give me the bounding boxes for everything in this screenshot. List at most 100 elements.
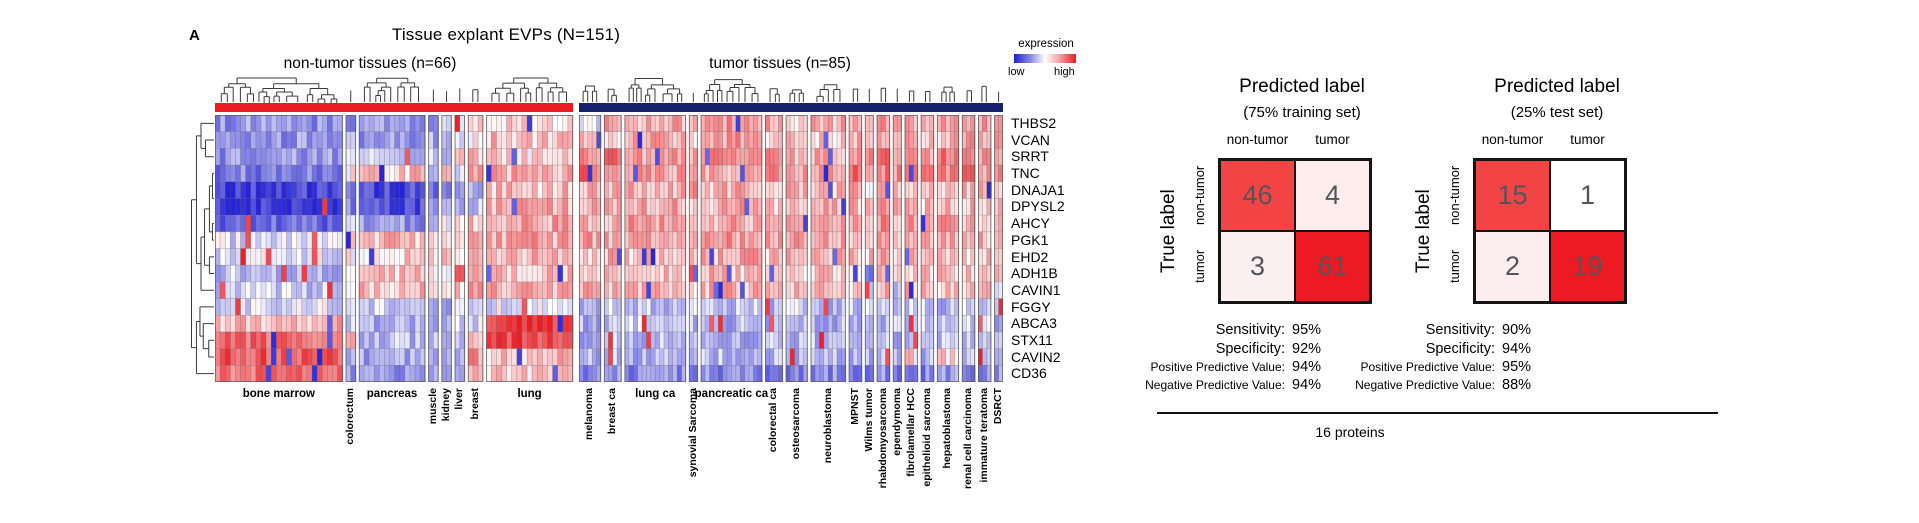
gene-label-dpysl2: DPYSL2 (1011, 198, 1065, 215)
tissue-label-lung-ca: lung ca (635, 388, 676, 400)
confusion-matrix-training-stat-3-value: 94% (1292, 376, 1322, 393)
confusion-matrix-test-stat-1: Specificity: 94% (1323, 340, 1555, 359)
confusion-matrix-test-stat-2-value: 95% (1502, 359, 1532, 375)
tissue-label-wilms-tumor: Wilms tumor (862, 388, 875, 452)
confusion-matrix-test-row-label-0: non-tumor (1447, 165, 1462, 226)
confusion-matrix-training-row-label-0: non-tumor (1192, 165, 1207, 226)
confusion-matrix-test-cell-0-0: 15 (1475, 160, 1550, 231)
tissue-label-renal-cell-carcinoma: renal cell carcinoma (961, 388, 974, 489)
tissue-label-immature-teratoma: immature teratoma (978, 388, 991, 483)
tissue-label-liver: liver (453, 388, 466, 410)
confusion-matrix-test-stat-0-label: Sensitivity: (1425, 322, 1495, 338)
confusion-matrix-training-cell-0-1: 4 (1295, 160, 1370, 231)
tissue-label-neuroblastoma: neuroblastoma (821, 388, 834, 464)
legend-low-label: low (1008, 66, 1025, 78)
legend-gradient-bar (1014, 54, 1076, 63)
confusion-matrix-test-cell-1-1: 19 (1550, 231, 1625, 302)
confusion-matrix-training-subtitle: (75% training set) (1243, 104, 1361, 121)
confusion-matrix-test-stats: Sensitivity: 90% Specificity: 94% Positive P… (1323, 321, 1555, 394)
confusion-matrix-test: Predicted label (25% test set) non-tumor tu… (1407, 76, 1707, 336)
tissue-label-synovial-sarcoma: synovial Sarcoma (686, 388, 699, 478)
tissue-label-pancreatic-ca: pancreatic ca (694, 388, 769, 400)
gene-label-abca3: ABCA3 (1011, 315, 1057, 332)
confusion-matrix-test-true-label: True label (1413, 189, 1434, 273)
confusion-matrix-training-stat-1-value: 92% (1292, 341, 1322, 357)
tissue-label-fibrolamellar-hcc: fibrolamellar HCC (904, 388, 917, 477)
legend-title: expression (1018, 38, 1074, 50)
gene-label-cavin2: CAVIN2 (1011, 348, 1061, 365)
confusion-matrix-training-cell-0-0: 46 (1220, 160, 1295, 231)
tissue-label-mpnst: MPNST (848, 388, 861, 425)
confusion-matrix-training-stat-1-label: Specificity: (1215, 341, 1285, 357)
confusion-matrix-training-title: Predicted label (1239, 76, 1365, 97)
confusion-matrix-training-stat-0-label: Sensitivity: (1215, 322, 1285, 338)
confusion-matrix-test-cell-1-0: 2 (1475, 231, 1550, 302)
tissue-label-epithelioid-sarcoma: epithelioid sarcoma (920, 388, 933, 487)
gene-label-cd36: CD36 (1011, 365, 1047, 382)
confusion-matrix-test-col-label-1: tumor (1570, 132, 1605, 147)
confusion-matrix-test-subtitle: (25% test set) (1510, 104, 1604, 121)
confusion-matrix-training-stat-1: Specificity: 92% (1113, 340, 1345, 359)
confusion-matrix-test-title: Predicted label (1494, 76, 1620, 97)
confusion-matrix-training-stat-2: Positive Predictive Value: 94% (1113, 359, 1345, 377)
confusion-matrix-training: Predicted label (75% training set) non-tum… (1152, 76, 1452, 336)
confusion-matrix-training-col-label-0: non-tumor (1226, 132, 1289, 147)
confusion-matrix-training-cell-1-1: 61 (1295, 231, 1370, 302)
confusion-matrix-test-stat-1-value: 94% (1502, 341, 1532, 357)
tissue-label-pancreas: pancreas (366, 388, 418, 400)
tissue-label-ependymoma: ependymoma (890, 388, 903, 456)
confusion-matrix-test-stat-2: Positive Predictive Value: 95% (1323, 359, 1555, 377)
tissue-label-osteosarcoma: osteosarcoma (790, 388, 803, 460)
confusion-matrix-training-stat-2-value: 94% (1292, 359, 1322, 375)
confusion-matrix-training-stat-3-label: Negative Predictive Value: (1145, 377, 1285, 392)
confusion-matrix-training-stat-0: Sensitivity: 95% (1113, 321, 1345, 340)
confusion-matrix-test-grid: 15 1 2 19 (1473, 158, 1627, 304)
confusion-matrix-training-stat-3: Negative Predictive Value: 94% (1113, 377, 1345, 395)
gene-label-thbs2: THBS2 (1011, 115, 1057, 131)
gene-label-fggy: FGGY (1011, 298, 1051, 315)
panel-label: A (189, 27, 200, 44)
gene-label-ahcy: AHCY (1011, 215, 1050, 232)
confusion-matrix-training-cell-1-0: 3 (1220, 231, 1295, 302)
confusion-matrix-test-stat-0-value: 90% (1502, 322, 1532, 338)
gene-label-dnaja1: DNAJA1 (1011, 181, 1065, 198)
confusion-matrix-test-stat-1-label: Specificity: (1425, 341, 1495, 357)
non-tumor-class-bar (215, 103, 573, 112)
gene-label-srrt: SRRT (1011, 148, 1049, 165)
column-dendrogram (215, 74, 1003, 103)
tissue-label-melanoma: melanoma (583, 388, 596, 440)
tissue-label-rhabdomyosarcoma: rhabdomyosarcoma (876, 388, 889, 489)
confusion-matrix-test-stat-3: Negative Predictive Value: 88% (1323, 377, 1555, 395)
tumor-class-bar (579, 103, 1003, 112)
tissue-label-kidney: kidney (440, 388, 453, 422)
confusion-matrix-test-stat-0: Sensitivity: 90% (1323, 321, 1555, 340)
tissue-label-colorectal-ca: colorectal ca (767, 388, 780, 453)
tumor-group-header: tumor tissues (n=85) (709, 55, 851, 72)
confusion-matrix-training-stat-0-value: 95% (1292, 322, 1322, 338)
legend-high-label: high (1054, 66, 1075, 78)
tissue-label-dsrct: DSRCT (992, 388, 1005, 425)
gene-label-ehd2: EHD2 (1011, 248, 1049, 265)
confusion-matrix-test-row-label-1: tumor (1447, 249, 1462, 284)
confusion-matrix-training-row-label-1: tumor (1192, 249, 1207, 284)
protein-count-label: 16 proteins (1315, 424, 1385, 440)
gene-label-vcan: VCAN (1011, 131, 1050, 148)
gene-label-adh1b: ADH1B (1011, 265, 1058, 282)
gene-label-stx11: STX11 (1011, 331, 1053, 348)
confusion-matrix-test-cell-0-1: 1 (1550, 160, 1625, 231)
tissue-label-bone-marrow: bone marrow (242, 388, 315, 400)
confusion-matrix-training-col-label-1: tumor (1315, 132, 1350, 147)
tissue-label-hepatoblastoma: hepatoblastoma (941, 388, 954, 469)
confusion-matrix-test-stat-3-value: 88% (1502, 376, 1532, 393)
row-dendrogram (190, 115, 214, 382)
gene-label-cavin1: CAVIN1 (1011, 281, 1061, 298)
non-tumor-group-header: non-tumor tissues (n=66) (283, 55, 457, 72)
heatmap-canvas (215, 115, 1003, 382)
confusion-matrix-training-stats: Sensitivity: 95% Specificity: 92% Positive P… (1113, 321, 1345, 394)
confusion-matrix-test-stat-3-label: Negative Predictive Value: (1355, 377, 1495, 392)
heatmap-title: Tissue explant EVPs (N=151) (391, 25, 621, 44)
confusion-matrix-test-stat-2-label: Positive Predictive Value: (1360, 360, 1495, 374)
divider-line (1157, 412, 1718, 414)
tissue-label-lung: lung (517, 388, 542, 400)
